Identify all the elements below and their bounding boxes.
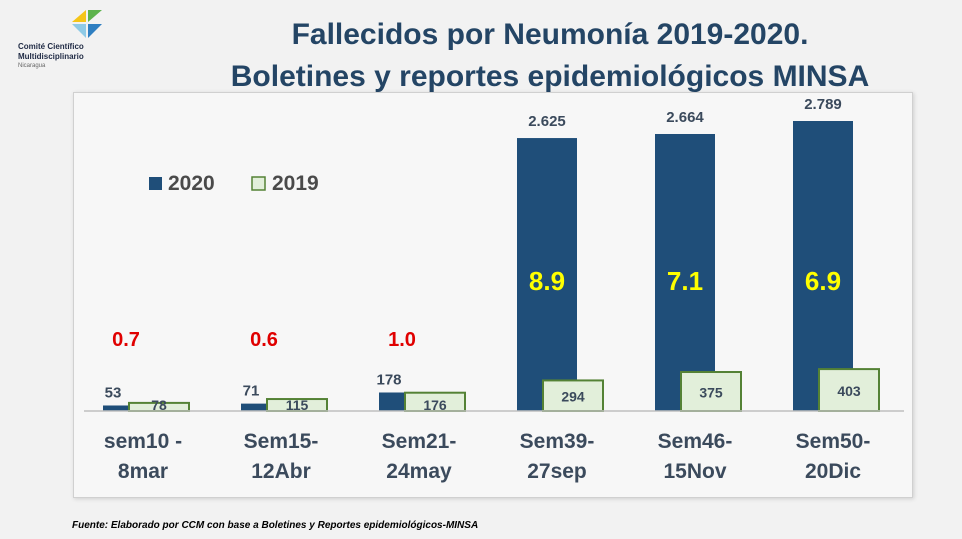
- bar-2019-4: [680, 371, 742, 413]
- bar-2020-5: [793, 121, 853, 411]
- category-label-3-0: Sem39-: [520, 430, 595, 453]
- data-label-2019-0: 78: [151, 397, 167, 413]
- logo-text-line2: Multidisciplinario: [18, 52, 84, 61]
- ratio-label-3: 8.9: [529, 266, 565, 296]
- legend-label-2019: 2019: [272, 172, 319, 195]
- ratio-label-5: 6.9: [805, 266, 841, 296]
- legend-swatch-2019: [251, 176, 266, 191]
- category-label-5-0: Sem50-: [796, 430, 871, 453]
- category-label-1-1: 12Abr: [251, 460, 311, 483]
- category-label-5-1: 20Dic: [805, 460, 861, 483]
- data-label-2020-4: 2.664: [666, 109, 704, 126]
- ratio-label-2: 1.0: [388, 329, 416, 351]
- page-title-line1: Fallecidos por Neumonía 2019-2020.: [291, 18, 809, 51]
- category-label-1-0: Sem15-: [244, 430, 319, 453]
- bar-2020-3: [517, 138, 577, 411]
- data-label-2020-0: 53: [105, 384, 122, 401]
- category-label-4-1: 15Nov: [663, 460, 726, 483]
- category-label-2-0: Sem21-: [382, 430, 457, 453]
- data-label-2019-1: 115: [286, 397, 309, 413]
- data-label-2019-3: 294: [561, 389, 585, 405]
- page-title-line2: Boletines y reportes epidemiológicos MIN…: [230, 60, 870, 93]
- logo: Comité Científico Multidisciplinario Nic…: [14, 8, 124, 80]
- bar-2019-3: [542, 379, 604, 412]
- bar-2020-4: [655, 133, 715, 411]
- data-label-2020-3: 2.625: [528, 113, 566, 130]
- chart-frame: 53 78 0.7 sem10 - 8mar 71 115 0.6 Sem15- 12Abr 178…: [73, 92, 913, 498]
- data-label-2019-5: 403: [837, 383, 861, 399]
- data-label-2020-5: 2.789: [804, 96, 842, 113]
- legend-label-2020: 2020: [168, 172, 215, 195]
- bar-chart: 53 78 0.7 sem10 - 8mar 71 115 0.6 Sem15- 12Abr 178…: [84, 96, 904, 483]
- category-label-4-0: Sem46-: [658, 430, 733, 453]
- logo-text-line3: Nicaragua: [18, 63, 46, 69]
- data-label-2020-1: 71: [243, 383, 260, 400]
- data-label-2020-2: 178: [376, 371, 401, 388]
- category-label-0-1: 8mar: [118, 460, 168, 483]
- logo-icon: [72, 10, 102, 38]
- bar-2019-5: [818, 368, 880, 413]
- ratio-label-1: 0.6: [250, 329, 278, 351]
- category-label-0-0: sem10 -: [104, 430, 182, 453]
- ratio-label-0: 0.7: [112, 329, 140, 351]
- logo-text-line1: Comité Científico: [18, 42, 84, 51]
- data-label-2019-4: 375: [699, 385, 723, 401]
- category-label-3-1: 27sep: [527, 460, 587, 483]
- legend-swatch-2020: [149, 177, 162, 190]
- source-note: Fuente: Elaborado por CCM con base a Bol…: [72, 520, 479, 531]
- category-label-2-1: 24may: [386, 460, 452, 483]
- data-label-2019-2: 176: [423, 397, 447, 413]
- ratio-label-4: 7.1: [667, 266, 703, 296]
